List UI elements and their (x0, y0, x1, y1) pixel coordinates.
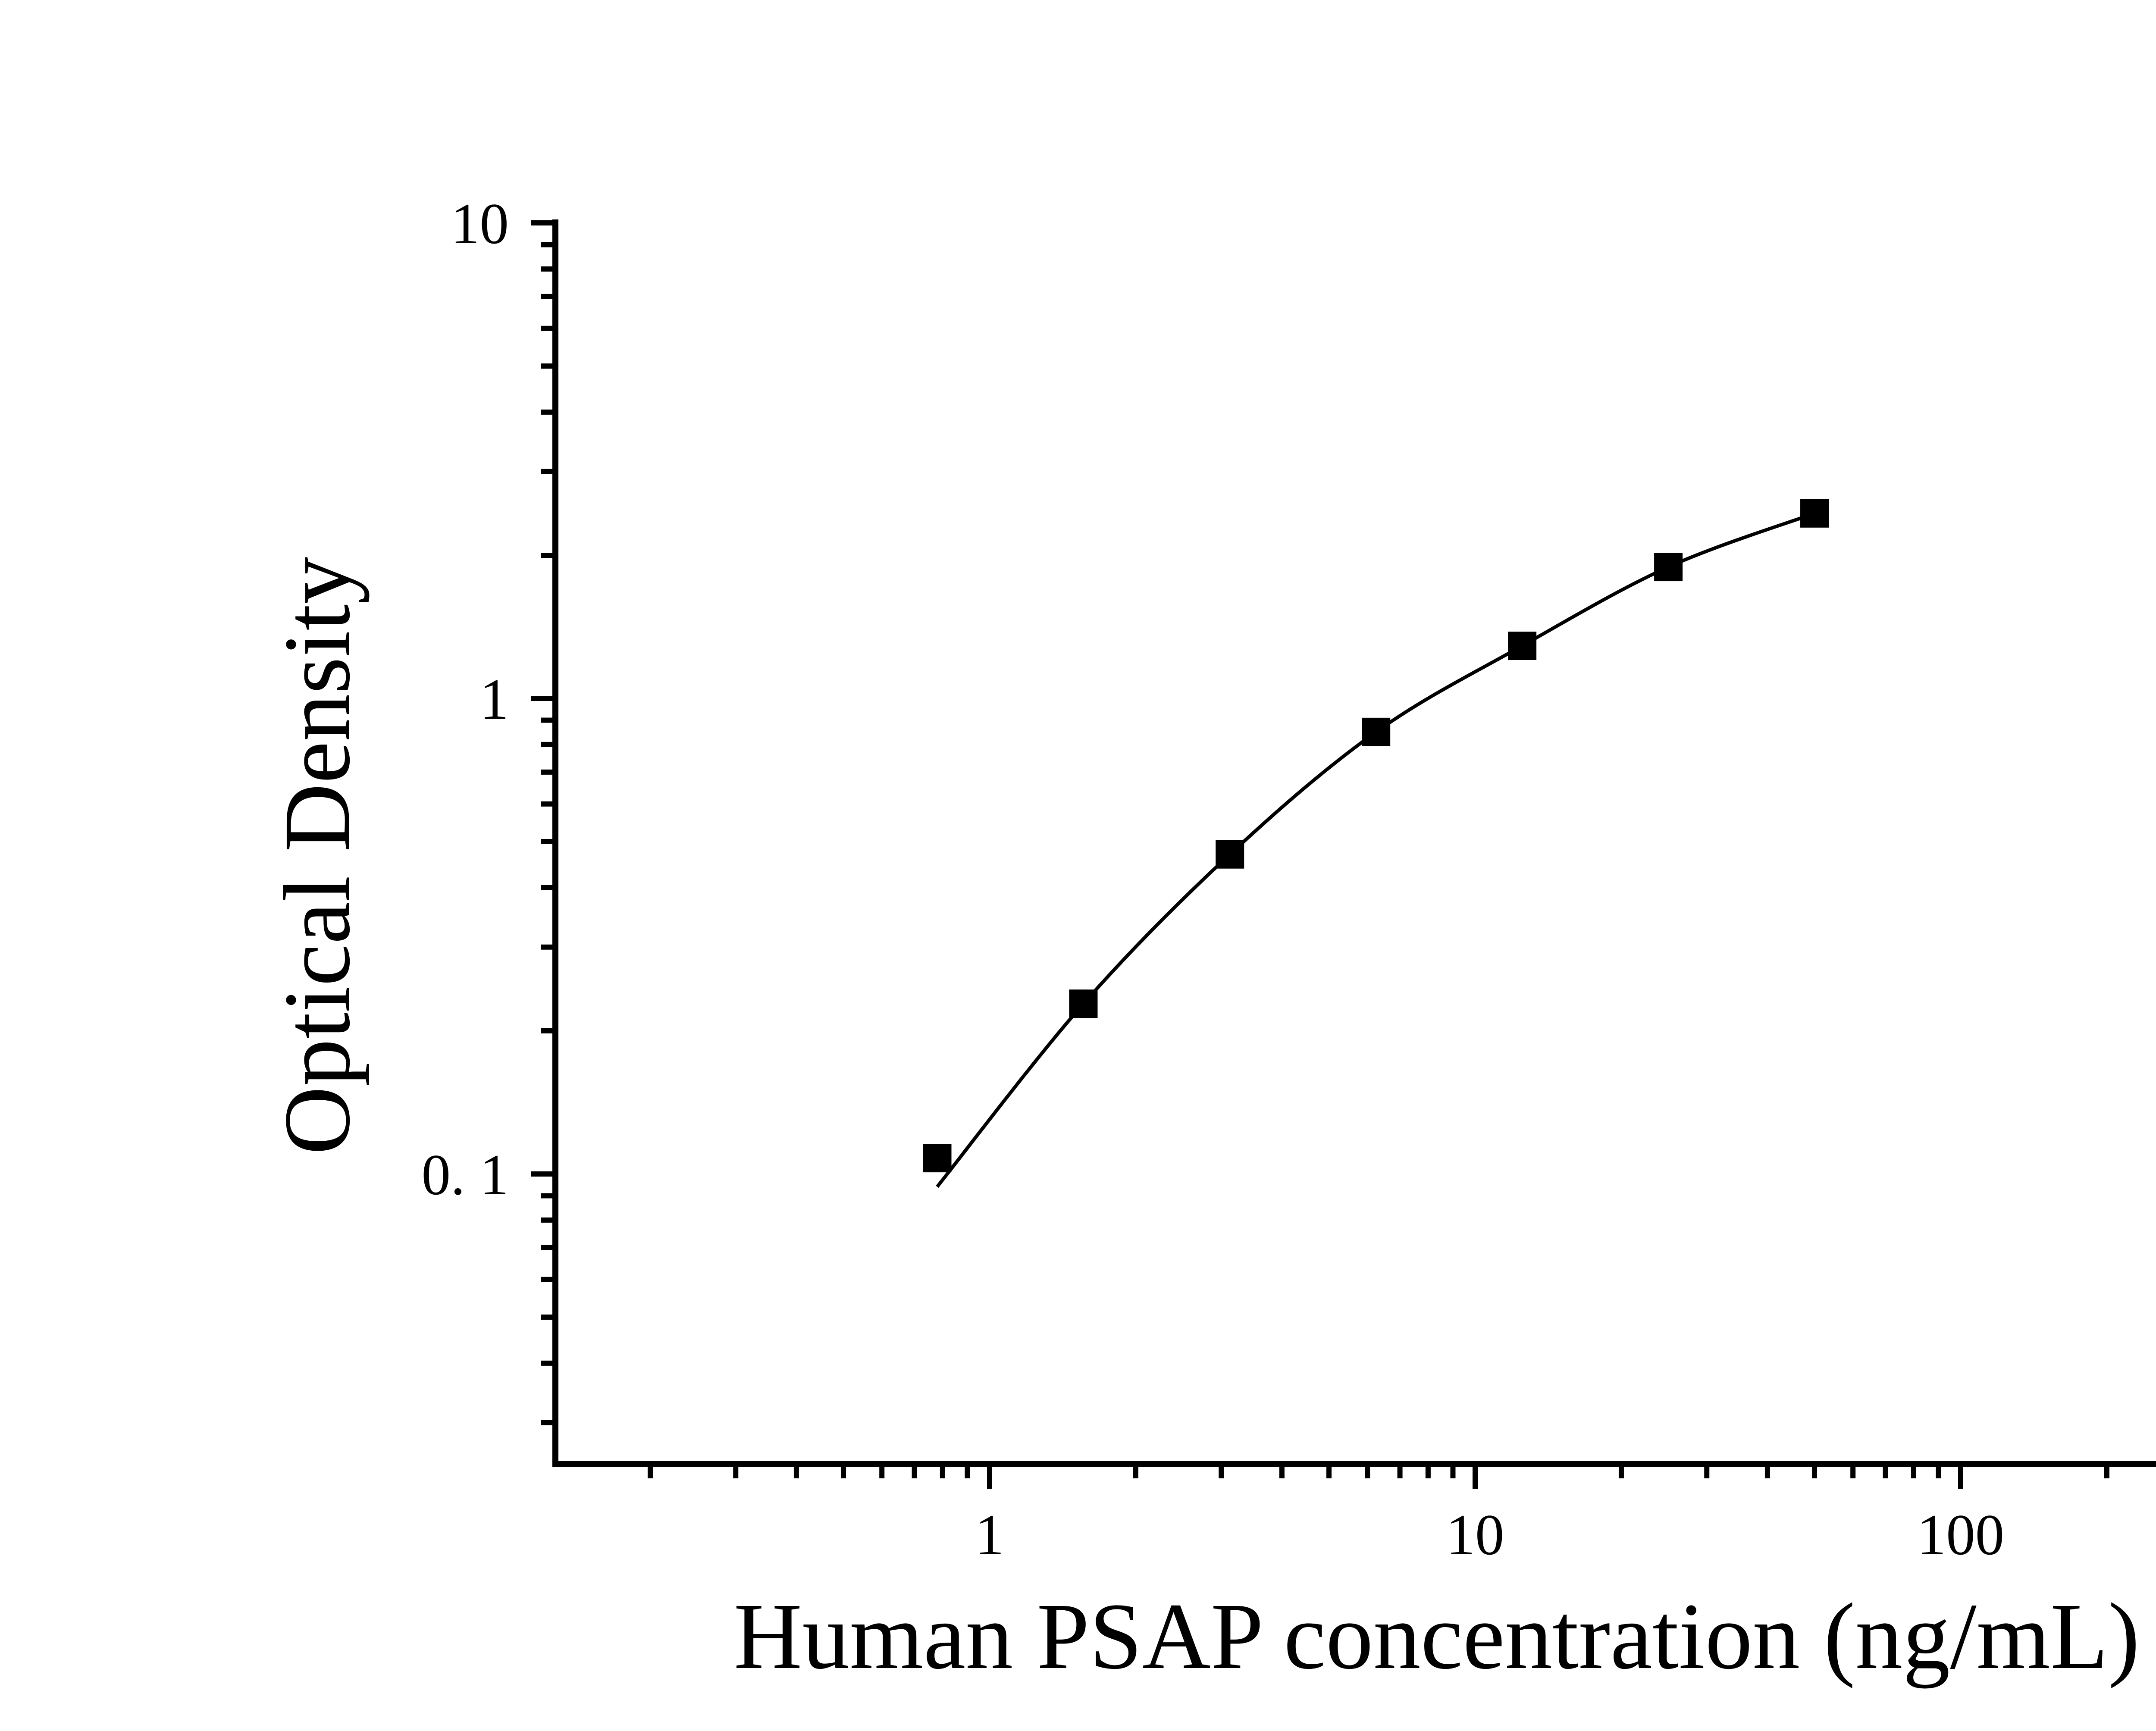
y-axis-title: Optical Density (264, 557, 370, 1155)
data-point-marker (1362, 717, 1391, 746)
data-point-marker (1069, 989, 1098, 1018)
fit-curve (936, 511, 1815, 1188)
y-tick-label: 10 (451, 192, 509, 256)
data-point-marker (1800, 499, 1829, 528)
data-point-marker (1654, 553, 1683, 582)
data-point-marker (1216, 840, 1244, 869)
x-tick-label: 10 (1446, 1503, 1504, 1567)
data-point-marker (1508, 632, 1537, 660)
x-tick-label: 100 (1917, 1503, 2005, 1567)
y-tick-label: 1 (480, 667, 509, 732)
x-tick-label: 1 (975, 1503, 1004, 1567)
x-axis-title: Human PSAP concentration (ng/mL) (733, 1584, 2140, 1689)
y-tick-label: 0. 1 (422, 1143, 509, 1207)
data-point-marker (923, 1144, 952, 1173)
